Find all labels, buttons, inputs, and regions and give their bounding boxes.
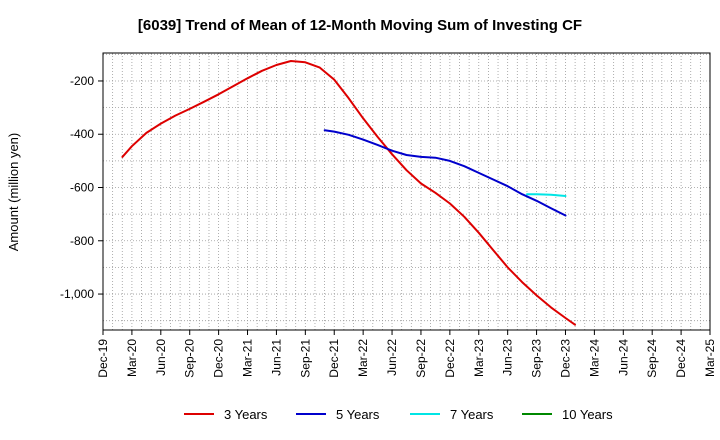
x-tick-label: Dec-21 <box>327 339 341 378</box>
x-tick-label: Dec-22 <box>443 339 457 378</box>
legend-label: 10 Years <box>562 407 613 422</box>
y-tick-label: -800 <box>70 234 94 248</box>
y-axis: -200 -400 -600 -800 -1,000 <box>60 74 103 301</box>
x-tick-label: Dec-23 <box>558 339 572 378</box>
y-axis-label: Amount (million yen) <box>6 133 21 252</box>
y-tick-label: -200 <box>70 74 94 88</box>
series-line-5-years <box>323 129 567 217</box>
plot-area <box>102 52 711 331</box>
grid <box>102 53 711 330</box>
x-tick-label: Mar-23 <box>472 339 486 377</box>
x-tick-label: Mar-20 <box>125 339 139 377</box>
x-tick-label: Mar-24 <box>587 339 601 377</box>
x-axis: Dec-19 Mar-20 Jun-20 Sep-20 Dec-20 Mar-21 Jun-… <box>96 330 717 378</box>
series-line-3-years <box>121 60 576 326</box>
x-tick-label: Mar-22 <box>356 339 370 377</box>
x-tick-label: Sep-23 <box>530 339 544 378</box>
x-tick-label: Sep-22 <box>414 339 428 378</box>
x-tick-label: Mar-25 <box>703 339 717 377</box>
x-tick-label: Sep-20 <box>183 339 197 378</box>
legend-label: 3 Years <box>224 407 268 422</box>
x-tick-label: Jun-24 <box>616 339 630 376</box>
y-tick-label: -1,000 <box>60 287 94 301</box>
x-tick-label: Dec-20 <box>212 339 226 378</box>
chart-title: [6039] Trend of Mean of 12-Month Moving … <box>138 17 582 34</box>
x-tick-label: Sep-24 <box>645 339 659 378</box>
legend-label: 7 Years <box>450 407 494 422</box>
legend: 3 Years 5 Years 7 Years 10 Years <box>184 407 613 422</box>
series-line-7-years <box>526 193 567 197</box>
x-tick-label: Dec-19 <box>96 339 110 378</box>
x-tick-label: Dec-24 <box>674 339 688 378</box>
x-tick-label: Jun-21 <box>269 339 283 376</box>
x-tick-label: Mar-21 <box>241 339 255 377</box>
y-tick-label: -600 <box>70 181 94 195</box>
legend-label: 5 Years <box>336 407 380 422</box>
x-tick-label: Jun-23 <box>501 339 515 376</box>
series-lines <box>121 60 576 326</box>
y-tick-label: -400 <box>70 127 94 141</box>
x-tick-label: Jun-20 <box>154 339 168 376</box>
x-tick-label: Jun-22 <box>385 339 399 376</box>
x-tick-label: Sep-21 <box>298 339 312 378</box>
